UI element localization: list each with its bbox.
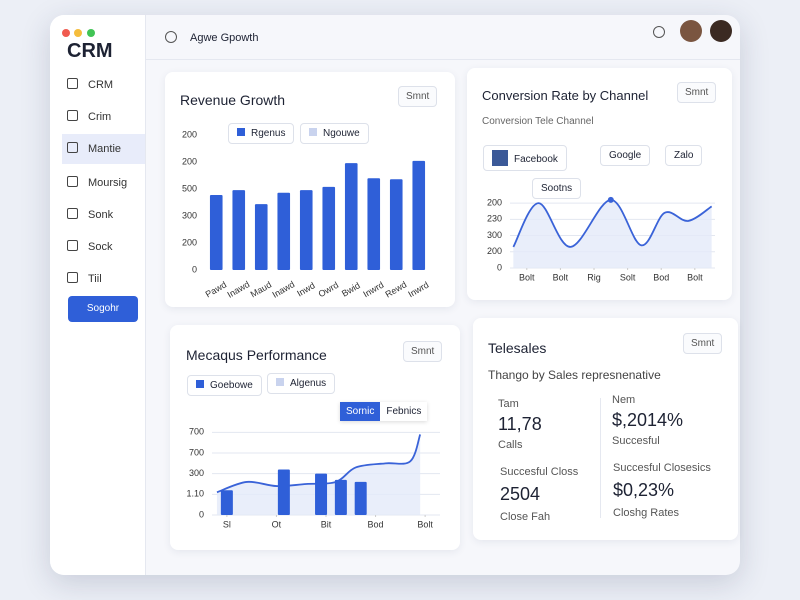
legend-label: Algenus: [290, 378, 327, 389]
nav-label: Sock: [88, 241, 113, 253]
nav-item[interactable]: Sonk: [62, 200, 145, 230]
card-subtitle: Conversion Tele Channel: [482, 116, 594, 127]
stat-value: 11,78: [498, 414, 542, 434]
annotation: Sootns: [532, 178, 582, 199]
filter-button[interactable]: Facebook: [483, 145, 567, 171]
card-title: Revenue Growth: [180, 92, 286, 108]
nav-label: Moursig: [88, 177, 128, 189]
nav-label: Mantie: [88, 143, 122, 155]
stat: Succesful Closesics $0,23% Closhg Rates: [613, 462, 711, 519]
stat: Tam 11,78 Calls: [498, 398, 542, 451]
avatar[interactable]: [680, 20, 702, 42]
stat-label: Succesful Closs: [500, 466, 579, 478]
nav-item[interactable]: Moursig: [62, 168, 145, 198]
nav-item[interactable]: Crim: [62, 102, 145, 132]
nav-item[interactable]: Mantie: [62, 134, 145, 164]
card-button[interactable]: Smnt: [403, 341, 443, 362]
legend-item: Algenus: [267, 373, 336, 394]
card-button[interactable]: Smnt: [677, 82, 717, 103]
stat-note: Closhg Rates: [613, 507, 680, 519]
stat: Succesful Closs 2504 Close Fah: [500, 466, 578, 523]
card-button[interactable]: Smnt: [683, 333, 723, 354]
nav-label: Crim: [88, 111, 112, 123]
nav-item[interactable]: Sock: [62, 232, 145, 262]
stat-value: 2504: [500, 484, 541, 504]
legend-label: Ngouwe: [323, 128, 360, 139]
legend-label: Rgenus: [251, 128, 286, 139]
card-title: Conversion Rate by Channel: [482, 88, 649, 103]
tooltip-label: Sornic: [340, 402, 381, 421]
filter-button[interactable]: Google: [600, 145, 651, 166]
nav-item[interactable]: CRM: [62, 70, 145, 100]
nav-item[interactable]: Tiil: [62, 264, 145, 294]
legend-item: Ngouwe: [300, 123, 369, 144]
card-title: Mecaqus Performance: [186, 347, 327, 363]
nav-label: Sonk: [88, 209, 114, 221]
filter-label: Facebook: [514, 154, 558, 165]
search-icon[interactable]: [165, 31, 177, 43]
tooltip-label: Febnics: [380, 402, 428, 421]
legend-item: Rgenus: [228, 123, 295, 144]
stat-note: Succesful: [612, 435, 660, 447]
legend-item: Goebowe: [187, 375, 262, 396]
stat-value: $0,23%: [613, 480, 675, 500]
card-title: Telesales: [488, 340, 547, 356]
legend-label: Goebowe: [210, 380, 253, 391]
filter-label: Zalo: [674, 150, 694, 161]
card-button[interactable]: Smnt: [398, 86, 438, 107]
stat-note: Calls: [498, 439, 523, 451]
stat-label: Succesful Closesics: [613, 462, 711, 474]
stat: Nem $,2014% Succesful: [612, 394, 683, 447]
logo: CRM: [67, 40, 113, 62]
stat-value: $,2014%: [612, 410, 684, 430]
nav-label: CRM: [88, 79, 114, 91]
sidebar: [50, 15, 146, 575]
avatar[interactable]: [710, 20, 732, 42]
tooltip: Sornic Febnics: [340, 402, 428, 421]
header-divider: [145, 59, 740, 60]
stat-label: Tam: [498, 398, 519, 410]
stat-note: Close Fah: [500, 511, 551, 523]
sidebar-button[interactable]: Sogohr: [68, 296, 138, 322]
divider: [600, 398, 601, 518]
card-subtitle: Thango by Sales represnenative: [488, 368, 661, 382]
filter-button[interactable]: Zalo: [665, 145, 703, 166]
filter-label: Google: [609, 150, 642, 161]
settings-icon[interactable]: [653, 26, 665, 38]
search-text[interactable]: Agwe Gpowth: [190, 32, 259, 44]
nav-label: Tiil: [88, 273, 102, 285]
stat-label: Nem: [612, 394, 636, 406]
card: [473, 318, 738, 540]
window-controls: [62, 24, 95, 42]
